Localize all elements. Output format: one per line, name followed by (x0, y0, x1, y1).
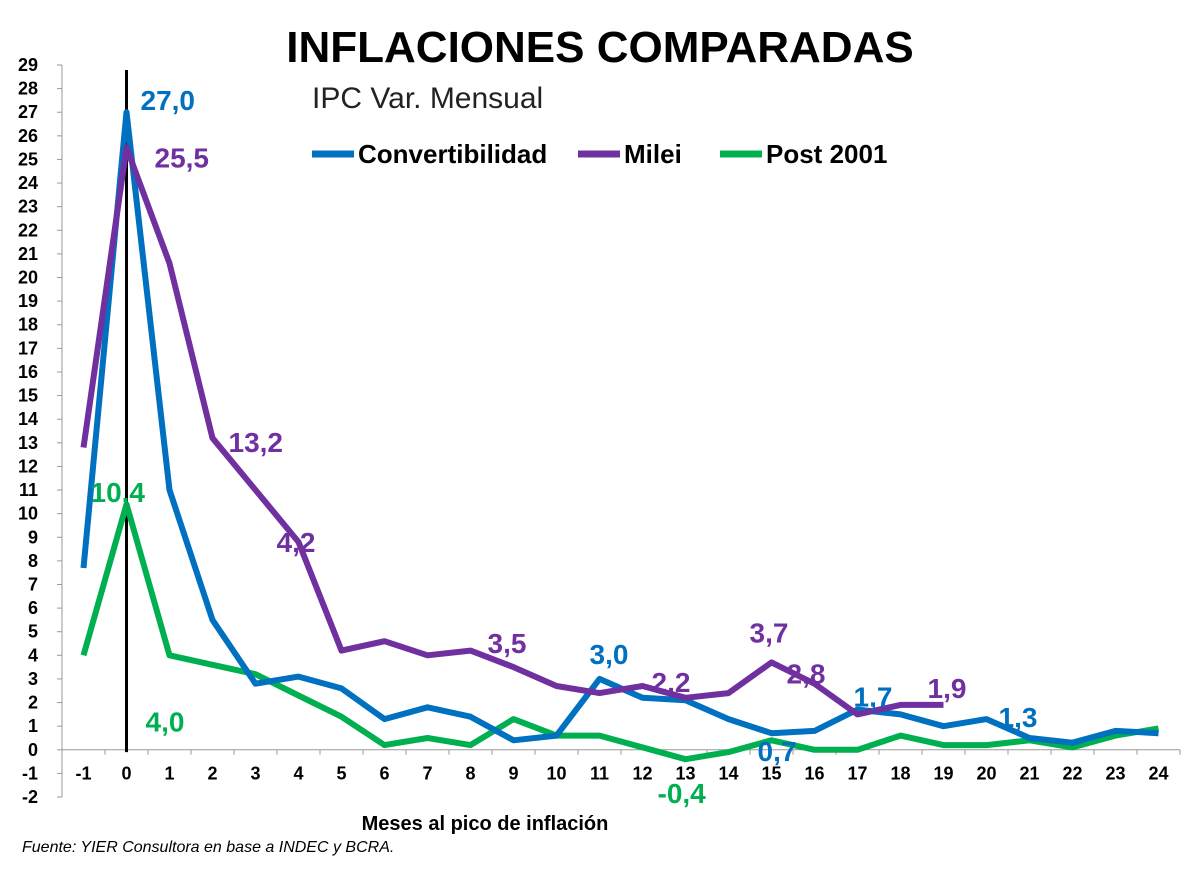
y-tick-label: 18 (18, 315, 38, 335)
y-tick-label: 25 (18, 149, 38, 169)
data-label: 27,0 (141, 85, 196, 116)
y-tick-label: 1 (28, 716, 38, 736)
data-label: 3,5 (488, 628, 527, 659)
x-tick-label: 16 (804, 763, 824, 783)
y-tick-label: 4 (28, 645, 38, 665)
x-tick-label: 2 (207, 763, 217, 783)
x-tick-label: 8 (465, 763, 475, 783)
y-tick-label: 15 (18, 386, 38, 406)
x-tick-label: -1 (75, 763, 91, 783)
y-tick-label: 22 (18, 220, 38, 240)
y-tick-label: 9 (28, 527, 38, 547)
x-tick-label: 15 (761, 763, 781, 783)
source-note: Fuente: YIER Consultora en base a INDEC … (22, 839, 394, 856)
x-tick-label: 4 (293, 763, 303, 783)
y-axis: -2-1012345678910111213141516171819202122… (18, 55, 63, 807)
data-label: -0,4 (658, 778, 707, 809)
y-tick-label: 11 (19, 480, 38, 500)
x-tick-label: 17 (847, 763, 867, 783)
data-label: 3,7 (750, 617, 789, 648)
chart-title: INFLACIONES COMPARADAS (286, 23, 913, 72)
x-tick-label: 23 (1105, 763, 1125, 783)
y-tick-label: -2 (22, 787, 38, 807)
x-tick-label: 19 (933, 763, 953, 783)
y-tick-label: -1 (22, 763, 38, 783)
x-tick-label: 13 (675, 763, 695, 783)
x-tick-label: 9 (508, 763, 518, 783)
x-axis-label: Meses al pico de inflación (362, 813, 609, 835)
data-label: 0,7 (758, 736, 797, 767)
x-tick-label: 7 (422, 763, 432, 783)
legend-label: Post 2001 (766, 139, 887, 169)
x-tick-label: 18 (890, 763, 910, 783)
y-tick-label: 23 (18, 197, 38, 217)
data-label: 25,5 (155, 143, 210, 174)
chart-subtitle: IPC Var. Mensual (312, 82, 543, 115)
legend-label: Milei (624, 139, 682, 169)
y-tick-label: 17 (18, 338, 38, 358)
y-tick-label: 19 (18, 291, 38, 311)
y-tick-label: 16 (18, 362, 38, 382)
y-tick-label: 26 (18, 126, 38, 146)
y-tick-label: 21 (18, 244, 38, 264)
x-tick-label: 11 (590, 763, 609, 783)
x-tick-label: 12 (632, 763, 652, 783)
y-tick-label: 0 (28, 740, 38, 760)
y-tick-label: 14 (18, 409, 38, 429)
x-tick-label: 20 (976, 763, 996, 783)
x-tick-label: 21 (1019, 763, 1039, 783)
y-tick-label: 7 (28, 574, 38, 594)
x-tick-label: 14 (718, 763, 738, 783)
y-tick-label: 24 (18, 173, 38, 193)
y-tick-label: 6 (28, 598, 38, 618)
data-label: 1,9 (928, 673, 967, 704)
x-tick-label: 6 (379, 763, 389, 783)
x-tick-label: 0 (121, 763, 131, 783)
x-tick-label: 10 (546, 763, 566, 783)
series-line-post-2001 (80, 501, 1159, 763)
data-label: 3,0 (590, 639, 629, 670)
data-labels: 27,0 25,5 13,2 10,4 4,2 4,0 3,5 3,0 2,2 3,7 2,8 1,7… (91, 85, 1038, 809)
legend-label: Convertibilidad (358, 139, 547, 169)
data-label: 2,8 (787, 659, 826, 690)
data-label: 4,2 (277, 527, 316, 558)
y-tick-label: 12 (18, 456, 38, 476)
y-tick-label: 10 (18, 504, 38, 524)
x-tick-label: 3 (250, 763, 260, 783)
x-axis: -1 0 1 2 3 4 5 6 7 8 9 10 11 12 13 14 15 16 17 18 19 20 21 22 23… (62, 70, 1181, 783)
y-tick-label: 13 (18, 433, 38, 453)
y-tick-label: 3 (28, 669, 38, 689)
data-label: 13,2 (229, 427, 284, 458)
data-label: 2,2 (652, 667, 691, 698)
y-tick-label: 20 (18, 268, 38, 288)
x-tick-label: 24 (1148, 763, 1168, 783)
y-tick-label: 28 (18, 79, 38, 99)
data-label: 1,3 (999, 702, 1038, 733)
y-tick-label: 5 (28, 622, 38, 642)
data-label: 4,0 (146, 706, 185, 737)
y-tick-label: 2 (28, 693, 38, 713)
data-label: 10,4 (91, 477, 146, 508)
series-lines (80, 109, 1159, 763)
x-tick-label: 1 (164, 763, 174, 783)
x-tick-label: 5 (336, 763, 346, 783)
x-tick-label: 22 (1062, 763, 1082, 783)
series-line-milei (80, 144, 944, 718)
y-tick-label: 8 (28, 551, 38, 571)
y-tick-label: 29 (18, 55, 38, 75)
y-tick-label: 27 (18, 102, 38, 122)
legend: Convertibilidad Milei Post 2001 (312, 139, 887, 169)
data-label: 1,7 (854, 682, 893, 713)
